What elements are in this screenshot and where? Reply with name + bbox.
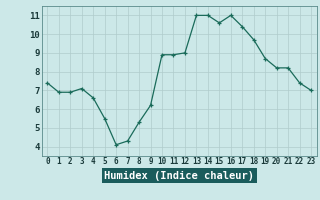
X-axis label: Humidex (Indice chaleur): Humidex (Indice chaleur) — [104, 171, 254, 181]
